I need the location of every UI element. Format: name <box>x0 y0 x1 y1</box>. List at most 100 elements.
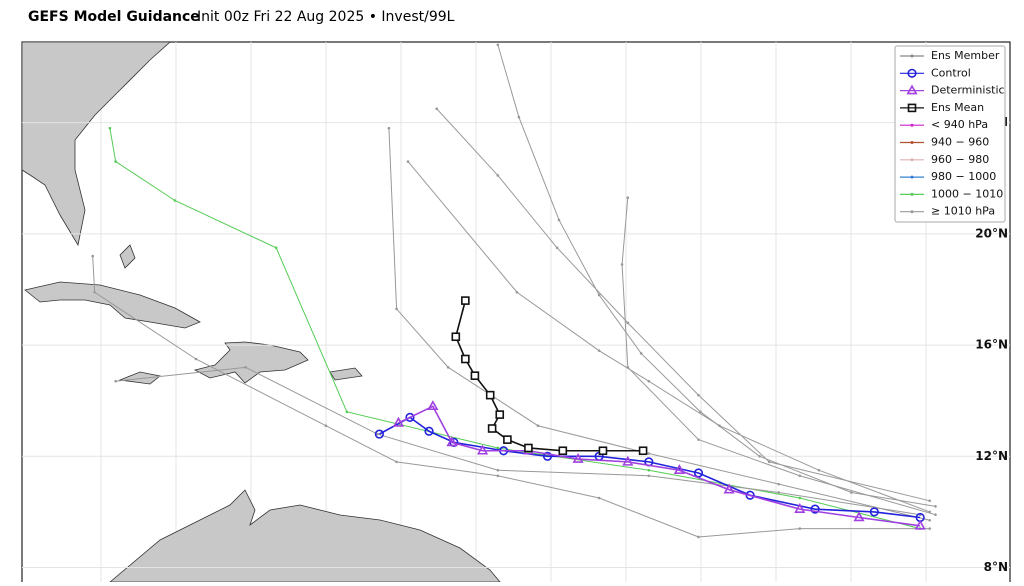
track-point <box>517 115 521 119</box>
track-point <box>536 424 540 428</box>
map-frame <box>21 41 1011 586</box>
legend-label: 1000 − 1010 <box>931 187 1003 200</box>
legend-label: Control <box>931 66 971 79</box>
track-point <box>496 43 500 47</box>
track-point <box>485 390 495 400</box>
track-point <box>853 511 865 522</box>
legend-marker <box>910 54 914 58</box>
legend-marker <box>907 103 917 113</box>
track-point <box>108 126 112 130</box>
track-point <box>324 424 328 428</box>
track-point <box>647 452 651 455</box>
track-point <box>194 357 198 361</box>
track-point <box>647 468 651 472</box>
track-point <box>723 483 735 494</box>
title: GEFS Model Guidance <box>28 9 200 25</box>
track-point <box>476 444 489 455</box>
track-point <box>718 424 721 428</box>
track-point <box>626 196 630 200</box>
track-point <box>446 366 450 369</box>
track-point <box>850 491 853 494</box>
track-point <box>496 468 500 472</box>
track-point <box>435 107 438 111</box>
track-point <box>558 446 568 456</box>
track-point <box>597 349 601 352</box>
legend-marker <box>910 158 914 162</box>
track-point <box>928 499 932 503</box>
track-point <box>697 535 700 539</box>
track-point <box>693 468 704 478</box>
track-point <box>622 455 634 466</box>
track-point <box>542 451 553 461</box>
track-point <box>794 503 806 513</box>
track-point <box>395 307 398 311</box>
track-point <box>817 468 821 472</box>
y-tick-label: 12°N <box>975 449 1008 463</box>
track-point <box>928 518 932 522</box>
track-point <box>503 435 512 444</box>
track-point <box>647 379 651 383</box>
legend-label: 980 − 1000 <box>931 170 996 183</box>
track-point <box>524 443 533 453</box>
track-point <box>777 491 781 494</box>
track-point <box>697 438 700 441</box>
track-point <box>798 527 802 530</box>
legend-marker <box>906 84 918 95</box>
track-point <box>758 455 761 458</box>
legend-marker <box>910 210 914 214</box>
track-point <box>496 174 500 177</box>
subtitle: Init 00z Fri 22 Aug 2025 • Invest/99L <box>197 9 455 25</box>
track-point <box>597 293 601 297</box>
member-track <box>92 256 930 538</box>
legend-marker <box>907 68 917 78</box>
track-point <box>461 354 470 364</box>
legend-label: 940 − 960 <box>931 136 989 149</box>
member-track <box>621 197 936 516</box>
track-point <box>406 160 410 163</box>
track-point <box>620 263 624 266</box>
track-point <box>405 412 415 422</box>
legend-label: Ens Member <box>931 49 1000 62</box>
track-point <box>345 410 349 414</box>
track-point <box>392 416 405 427</box>
legend-marker <box>910 175 914 179</box>
track-point <box>697 393 700 397</box>
legend-label: Deterministic <box>931 84 1005 97</box>
track-point <box>387 126 391 130</box>
track-point <box>244 366 247 369</box>
track-point <box>376 432 379 436</box>
legend-label: 960 − 980 <box>931 153 989 166</box>
legend-label: ≥ 1010 hPa <box>931 205 995 218</box>
y-tick-label: 8°N <box>984 560 1008 574</box>
track-point <box>395 460 398 464</box>
track-point <box>699 410 702 414</box>
track-point <box>274 246 278 250</box>
track-point <box>515 290 519 294</box>
track-point <box>496 446 500 450</box>
track-point <box>487 424 497 433</box>
track-point <box>173 199 177 202</box>
legend: Ens Member Control Deterministic Ens Mean < … <box>894 45 1006 223</box>
track-point <box>451 332 461 342</box>
legend-marker <box>910 141 914 144</box>
legend-marker <box>910 123 914 127</box>
track-point <box>626 321 630 325</box>
track-point <box>461 296 470 305</box>
track-point <box>93 290 96 294</box>
track-point <box>572 452 584 463</box>
track-point <box>557 218 561 222</box>
track-point <box>496 474 500 478</box>
track-point <box>91 254 95 258</box>
track-point <box>767 460 771 464</box>
track-point <box>597 496 601 500</box>
track-point <box>598 446 608 456</box>
legend-marker <box>910 192 914 196</box>
track-point <box>914 519 926 530</box>
main-track <box>398 405 921 527</box>
track-point <box>928 527 932 530</box>
legend-label: < 940 hPa <box>931 118 988 131</box>
track-point <box>374 429 384 439</box>
track-point <box>647 474 651 478</box>
